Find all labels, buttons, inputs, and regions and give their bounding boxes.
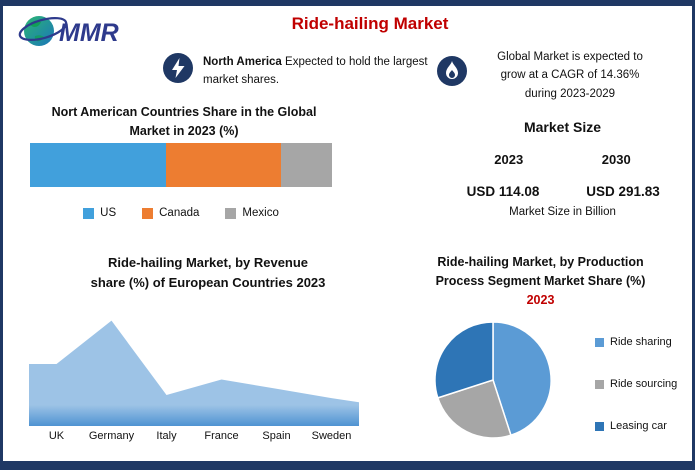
legend-label: Leasing car — [610, 420, 667, 432]
market-size-value-2023: USD 114.08 — [466, 184, 540, 199]
market-size-years: 2023 2030 — [455, 152, 670, 167]
x-label-france: France — [204, 430, 239, 442]
bar-segment-us — [30, 143, 166, 187]
x-label-uk: UK — [48, 430, 65, 442]
title-line: Process Segment Market Share (%) — [435, 273, 646, 288]
text-line: grow at a CAGR of 14.36% — [500, 69, 640, 82]
market-size-values: USD 114.08 USD 291.83 — [443, 184, 683, 199]
mmr-logo-graphic: MMR — [18, 16, 119, 47]
stacked-bar — [30, 143, 332, 187]
pie-slice-ride-sourcing — [436, 379, 512, 439]
area-chart-title: Ride-hailing Market, by Revenue share (%… — [58, 253, 358, 292]
legend-swatch — [595, 421, 604, 431]
legend-item-canada: Canada — [142, 207, 199, 219]
area-series — [29, 320, 359, 426]
logo-orbit-ring — [18, 17, 68, 41]
highlight-global-cagr: Global Market is expected to grow at a C… — [480, 48, 660, 103]
market-size-year-2030: 2030 — [601, 152, 631, 167]
legend-label: Ride sharing — [610, 336, 672, 348]
legend-label: Ride sourcing — [610, 378, 678, 390]
lightning-icon — [163, 53, 193, 83]
pie-slice-leasing-car — [434, 321, 494, 399]
legend-item-ride-sharing: Ride sharing — [595, 336, 692, 348]
title-line: Market in 2023 (%) — [129, 123, 239, 138]
bar-chart-title: Nort American Countries Share in the Glo… — [25, 103, 343, 141]
highlight-rest-text: Expected to hold the largest market shar… — [203, 56, 428, 86]
logo-text: MMR — [59, 19, 119, 47]
legend-swatch — [83, 207, 95, 219]
flame-icon — [437, 56, 467, 86]
area-x-labels: UK Germany Italy France Spain Sweden — [29, 430, 359, 442]
legend-item-mexico: Mexico — [225, 207, 279, 219]
title-line: Ride-hailing Market, by Revenue — [107, 255, 309, 270]
legend-swatch — [142, 207, 154, 219]
text-line: Global Market is expected to — [497, 51, 643, 63]
pie-chart-title: Ride-hailing Market, by Production Proce… — [408, 253, 673, 309]
bar-segment-mexico — [280, 143, 332, 187]
pie-chart-svg — [434, 321, 552, 439]
legend-swatch — [595, 379, 604, 389]
bar-legend: US Canada Mexico — [30, 207, 332, 219]
x-label-italy: Italy — [156, 430, 177, 442]
pie-title-year: 2023 — [526, 292, 555, 307]
highlight-north-america: North America Expected to hold the large… — [203, 54, 428, 90]
pie-legend: Ride sharing Ride sourcing Leasing car — [595, 336, 692, 432]
x-label-sweden: Sweden — [311, 430, 352, 442]
page-title: Ride-hailing Market — [291, 14, 449, 33]
market-size-unit: Market Size in Billion — [509, 206, 616, 218]
title-line: share (%) of European Countries 2023 — [90, 274, 326, 290]
bar-segment-canada — [165, 143, 281, 187]
legend-item-us: US — [83, 207, 116, 219]
legend-item-ride-sourcing: Ride sourcing — [595, 378, 692, 390]
x-label-germany: Germany — [88, 430, 135, 442]
x-label-spain: Spain — [262, 430, 291, 442]
market-size-title: Market Size — [523, 119, 602, 135]
legend-swatch — [595, 337, 604, 347]
legend-label: US — [100, 207, 117, 219]
title-line: Ride-hailing Market, by Production — [437, 255, 644, 269]
area-chart-svg — [29, 320, 359, 426]
text-line: during 2023-2029 — [524, 87, 616, 100]
legend-item-leasing-car: Leasing car — [595, 420, 692, 432]
title-line: Nort American Countries Share in the Glo… — [51, 105, 317, 119]
highlight-bold-text: North America — [203, 56, 282, 68]
pie-slice-ride-sharing — [492, 321, 552, 437]
legend-label: Mexico — [242, 207, 279, 219]
market-size-value-2030: USD 291.83 — [586, 184, 660, 199]
legend-label: Canada — [159, 207, 200, 219]
mmr-logo: MMR — [17, 6, 149, 53]
market-size-year-2023: 2023 — [494, 152, 524, 167]
legend-swatch — [225, 207, 237, 219]
